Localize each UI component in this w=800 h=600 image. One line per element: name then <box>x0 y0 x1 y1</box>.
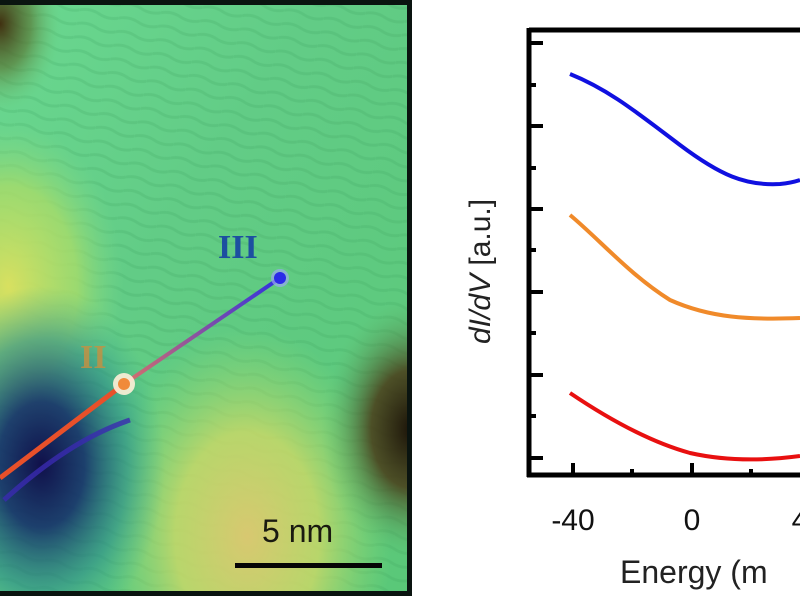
y-axis-label-unit: [a.u.] <box>464 199 497 274</box>
point-II-label: II <box>80 339 106 376</box>
series-III-curve <box>569 72 800 187</box>
dIdV-chart: -40 0 4 Energy (m dI/dV [a.u.] <box>412 0 800 600</box>
image-border-right <box>407 0 412 596</box>
stm-topography-image: III II 5 nm <box>0 0 412 596</box>
x-tick-label: 4 <box>792 504 800 537</box>
point-III-marker <box>274 272 286 284</box>
stm-image-canvas: III II 5 nm <box>0 0 412 596</box>
scale-bar-label: 5 nm <box>262 513 333 549</box>
path-shadow-line <box>2 417 131 502</box>
y-ticks <box>529 41 543 460</box>
x-ticks <box>571 463 753 475</box>
y-axis-label-quantity: dI/dV <box>464 271 497 344</box>
point-III-label: III <box>218 229 258 266</box>
series-II-curve <box>568 213 800 321</box>
image-border-bottom <box>0 591 412 596</box>
x-tick-label: -40 <box>551 504 594 537</box>
image-border-top <box>0 0 412 5</box>
series-I-curve <box>568 391 800 462</box>
x-tick-label: 0 <box>684 504 701 537</box>
y-axis-label: dI/dV [a.u.] <box>464 199 497 344</box>
x-axis-label: Energy (m <box>620 554 768 590</box>
chart-canvas: -40 0 4 Energy (m dI/dV [a.u.] <box>464 27 800 590</box>
point-II-marker <box>118 378 130 390</box>
path-line-I-II <box>0 382 126 480</box>
path-line-II-III <box>122 276 282 386</box>
scale-bar <box>235 563 382 568</box>
